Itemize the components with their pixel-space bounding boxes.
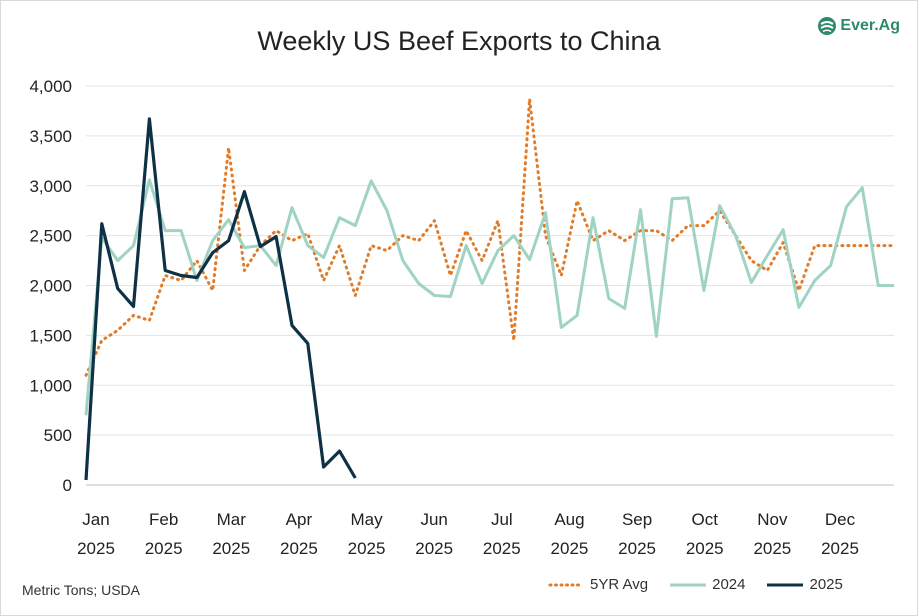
x-tick-label: 2025: [212, 539, 250, 558]
x-tick-label: 2025: [415, 539, 453, 558]
legend-swatch-2025: [767, 583, 804, 586]
x-tick-label: 2025: [348, 539, 386, 558]
x-tick-label: 2025: [145, 539, 183, 558]
y-tick-label: 2,000: [29, 277, 72, 296]
x-tick-label: Aug: [554, 510, 584, 529]
series-lines: [84, 97, 896, 481]
x-tick-label: Nov: [757, 510, 788, 529]
x-tick-label: 2025: [77, 539, 115, 558]
logo-text: Ever.Ag: [840, 17, 900, 34]
brand-logo: Ever.Ag: [817, 16, 900, 36]
x-tick-label: Oct: [692, 510, 719, 529]
gridlines: [86, 85, 894, 486]
x-tick-label: Jul: [491, 510, 513, 529]
x-tick-label: Jun: [420, 510, 447, 529]
y-axis-ticks: 0 500 1,000 1,500 2,000 2,500 3,000 3,500 4,000: [29, 77, 72, 495]
series-line-2025: [84, 117, 357, 481]
y-tick-label: 3,000: [29, 177, 72, 196]
x-tick-label: 2025: [551, 539, 589, 558]
source-note: Metric Tons; USDA: [22, 582, 140, 598]
y-tick-label: 4,000: [29, 77, 72, 96]
legend-item-2025: 2025: [767, 576, 843, 593]
y-tick-label: 1,000: [29, 376, 72, 395]
x-tick-label: 2025: [483, 539, 521, 558]
y-tick-label: 3,500: [29, 127, 72, 146]
legend-swatch-2024: [670, 583, 707, 586]
y-tick-label: 500: [44, 426, 72, 445]
y-tick-label: 0: [63, 476, 72, 495]
x-tick-label: Jan: [82, 510, 109, 529]
y-tick-label: 1,500: [29, 326, 72, 345]
legend-swatch-5yr-avg: [548, 583, 584, 586]
legend-item-2024: 2024: [670, 576, 745, 593]
x-tick-label: Feb: [149, 510, 178, 529]
x-tick-label: Sep: [622, 510, 652, 529]
legend-item-5yr-avg: 5YR Avg: [548, 576, 648, 593]
x-tick-label: May: [350, 510, 383, 529]
x-tick-label: 2025: [280, 539, 318, 558]
legend: 5YR Avg 2024 2025: [548, 576, 865, 593]
series-line-5yr-avg: [84, 97, 896, 377]
x-tick-label: 2025: [753, 539, 791, 558]
x-tick-label: 2025: [686, 539, 724, 558]
x-tick-label: Mar: [217, 510, 247, 529]
legend-label: 5YR Avg: [590, 576, 649, 593]
legend-label: 2025: [809, 576, 843, 593]
x-tick-label: Apr: [286, 510, 313, 529]
everag-logo-icon: [818, 17, 837, 35]
x-tick-label: 2025: [618, 539, 656, 558]
x-axis-ticks: Jan 2025 Feb 2025 Mar 2025 Apr 2025 May 2025 Jun 20…: [77, 510, 859, 558]
legend-label: 2024: [712, 576, 746, 593]
y-tick-label: 2,500: [29, 227, 72, 246]
chart-title: Weekly US Beef Exports to China: [257, 26, 661, 56]
x-tick-label: 2025: [821, 539, 859, 558]
x-tick-label: Dec: [825, 510, 856, 529]
series-line-2024: [84, 178, 894, 416]
